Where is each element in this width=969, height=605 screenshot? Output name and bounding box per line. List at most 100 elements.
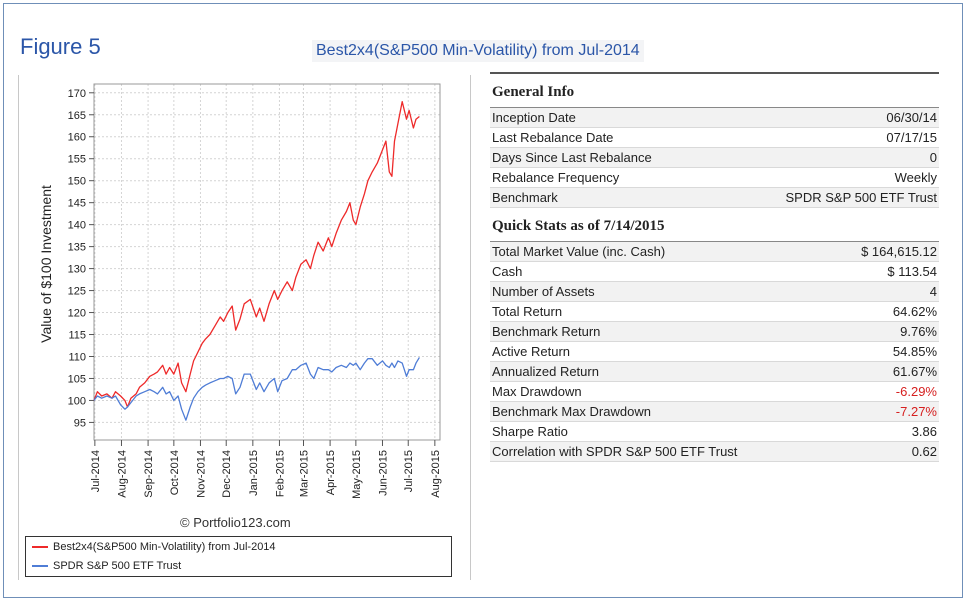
x-tick-label: Apr-2015	[325, 450, 337, 495]
chart-panel	[18, 75, 471, 580]
strategy-line	[93, 100, 420, 408]
quick-stats-value: 54.85%	[892, 344, 937, 359]
quick-stats-label: Max Drawdown	[492, 384, 582, 399]
quick-stats-label: Benchmark Max Drawdown	[492, 404, 651, 419]
quick-stats-row: Cash $ 113.54	[490, 262, 939, 282]
quick-stats-value: $ 113.54	[887, 264, 937, 279]
general-info-value: 06/30/14	[886, 110, 937, 125]
quick-stats-value: -7.27%	[895, 404, 937, 419]
y-tick-label: 140	[68, 220, 86, 232]
general-info-row: Last Rebalance Date 07/17/15	[490, 128, 939, 148]
legend-swatch-benchmark	[32, 564, 48, 567]
x-tick-label: Aug-2014	[116, 450, 128, 498]
quick-stats-row: Sharpe Ratio 3.86	[490, 422, 939, 442]
quick-stats-value: 0.62	[911, 444, 937, 459]
legend-label-strategy: Best2x4(S&P500 Min-Volatility) from Jul-…	[53, 540, 276, 553]
y-tick-label: 100	[68, 395, 86, 407]
y-tick-label: 115	[68, 330, 86, 342]
y-tick-label: 145	[68, 198, 86, 210]
x-tick-label: Nov-2014	[195, 450, 207, 498]
x-tick-label: Sep-2014	[143, 450, 155, 498]
y-tick-label: 120	[68, 308, 86, 320]
chart-legend: Best2x4(S&P500 Min-Volatility) from Jul-…	[25, 536, 452, 577]
y-tick-label: 125	[68, 286, 86, 298]
y-tick-label: 130	[68, 264, 86, 276]
y-tick-label: 170	[68, 88, 86, 100]
quick-stats-value: 61.67%	[892, 364, 937, 379]
general-info-label: Days Since Last Rebalance	[492, 150, 652, 165]
y-tick-label: 105	[68, 373, 86, 385]
quick-stats-label: Cash	[492, 264, 523, 279]
quick-stats-rule	[490, 241, 939, 242]
quick-stats-row: Benchmark Max Drawdown -7.27%	[490, 402, 939, 422]
quick-stats-label: Total Market Value (inc. Cash)	[492, 244, 666, 259]
figure-title: Best2x4(S&P500 Min-Volatility) from Jul-…	[312, 40, 644, 62]
general-info-value: 07/17/15	[886, 130, 937, 145]
quick-stats-row: Annualized Return 61.67%	[490, 362, 939, 382]
quick-stats-label: Active Return	[492, 344, 571, 359]
chart-series	[93, 100, 420, 421]
quick-stats-value: 3.86	[911, 424, 937, 439]
legend-item-strategy: Best2x4(S&P500 Min-Volatility) from Jul-…	[26, 537, 451, 556]
figure-label: Figure 5	[20, 34, 101, 59]
general-info-label: Benchmark	[492, 190, 558, 205]
x-tick-label: Aug-2015	[430, 450, 442, 498]
y-tick-label: 150	[68, 176, 86, 188]
quick-stats-value: 64.62%	[892, 304, 937, 319]
legend-swatch-strategy	[32, 545, 48, 548]
quick-stats-label: Correlation with SPDR S&P 500 ETF Trust	[492, 444, 738, 459]
x-tick-label: Oct-2014	[169, 450, 181, 495]
plot-area-border	[93, 83, 441, 441]
general-info-row: Inception Date 06/30/14	[490, 108, 939, 128]
quick-stats-label: Annualized Return	[492, 364, 599, 379]
x-tick-label: Feb-2015	[274, 450, 286, 497]
benchmark-line	[93, 357, 420, 421]
y-tick-label: 165	[68, 110, 86, 122]
quick-stats-value: 4	[929, 284, 937, 299]
legend-label-benchmark: SPDR S&P 500 ETF Trust	[53, 559, 182, 572]
x-tick-label: Jul-2014	[90, 450, 102, 492]
y-tick-label: 155	[68, 154, 86, 166]
general-info-row: Days Since Last Rebalance 0	[490, 148, 939, 168]
quick-stats-value: 9.76%	[900, 324, 937, 339]
general-info-title: General Info	[492, 84, 575, 100]
quick-stats-title: Quick Stats as of 7/14/2015	[492, 218, 665, 234]
general-info-row: Benchmark SPDR S&P 500 ETF Trust	[490, 188, 939, 208]
quick-stats-value: $ 164,615.12	[861, 244, 937, 259]
x-tick-label: Jul-2015	[403, 450, 415, 492]
chart-credit: © Portfolio123.com	[180, 515, 291, 530]
panel-top-rule	[490, 72, 939, 74]
quick-stats-row: Max Drawdown -6.29%	[490, 382, 939, 402]
x-tick-label: Dec-2014	[221, 450, 233, 498]
general-info-value: SPDR S&P 500 ETF Trust	[785, 190, 937, 205]
x-tick-label: Jan-2015	[248, 450, 260, 496]
info-panel: General Info Inception Date 06/30/14 Last …	[490, 72, 939, 462]
quick-stats-row: Correlation with SPDR S&P 500 ETF Trust 0…	[490, 442, 939, 462]
y-tick-label: 160	[68, 132, 86, 144]
quick-stats-value: -6.29%	[895, 384, 937, 399]
quick-stats-row: Number of Assets 4	[490, 282, 939, 302]
y-axis-label: Value of $100 Investment	[38, 185, 54, 343]
quick-stats-table: Total Market Value (inc. Cash) $ 164,615.…	[490, 242, 939, 462]
general-info-value: 0	[929, 150, 937, 165]
y-tick-label: 95	[74, 417, 86, 429]
general-info-label: Last Rebalance Date	[492, 130, 614, 145]
quick-stats-row: Active Return 54.85%	[490, 342, 939, 362]
general-info-row: Rebalance Frequency Weekly	[490, 168, 939, 188]
chart-ticks: 95 100 105 110 115 120 125 130 135 140 145 150 155 16…	[68, 88, 442, 499]
general-info-label: Inception Date	[492, 110, 576, 125]
figure-frame	[3, 3, 963, 598]
x-tick-label: May-2015	[351, 450, 363, 499]
general-info-value: Weekly	[894, 170, 937, 185]
y-tick-label: 110	[68, 351, 86, 363]
quick-stats-row: Benchmark Return 9.76%	[490, 322, 939, 342]
quick-stats-label: Number of Assets	[492, 284, 595, 299]
quick-stats-label: Sharpe Ratio	[492, 424, 568, 439]
general-info-table: Inception Date 06/30/14 Last Rebalance Dat…	[490, 108, 939, 208]
y-tick-label: 135	[68, 242, 86, 254]
quick-stats-label: Benchmark Return	[492, 324, 601, 339]
quick-stats-row: Total Market Value (inc. Cash) $ 164,615.…	[490, 242, 939, 262]
legend-item-benchmark: SPDR S&P 500 ETF Trust	[26, 556, 451, 575]
general-info-label: Rebalance Frequency	[492, 170, 620, 185]
